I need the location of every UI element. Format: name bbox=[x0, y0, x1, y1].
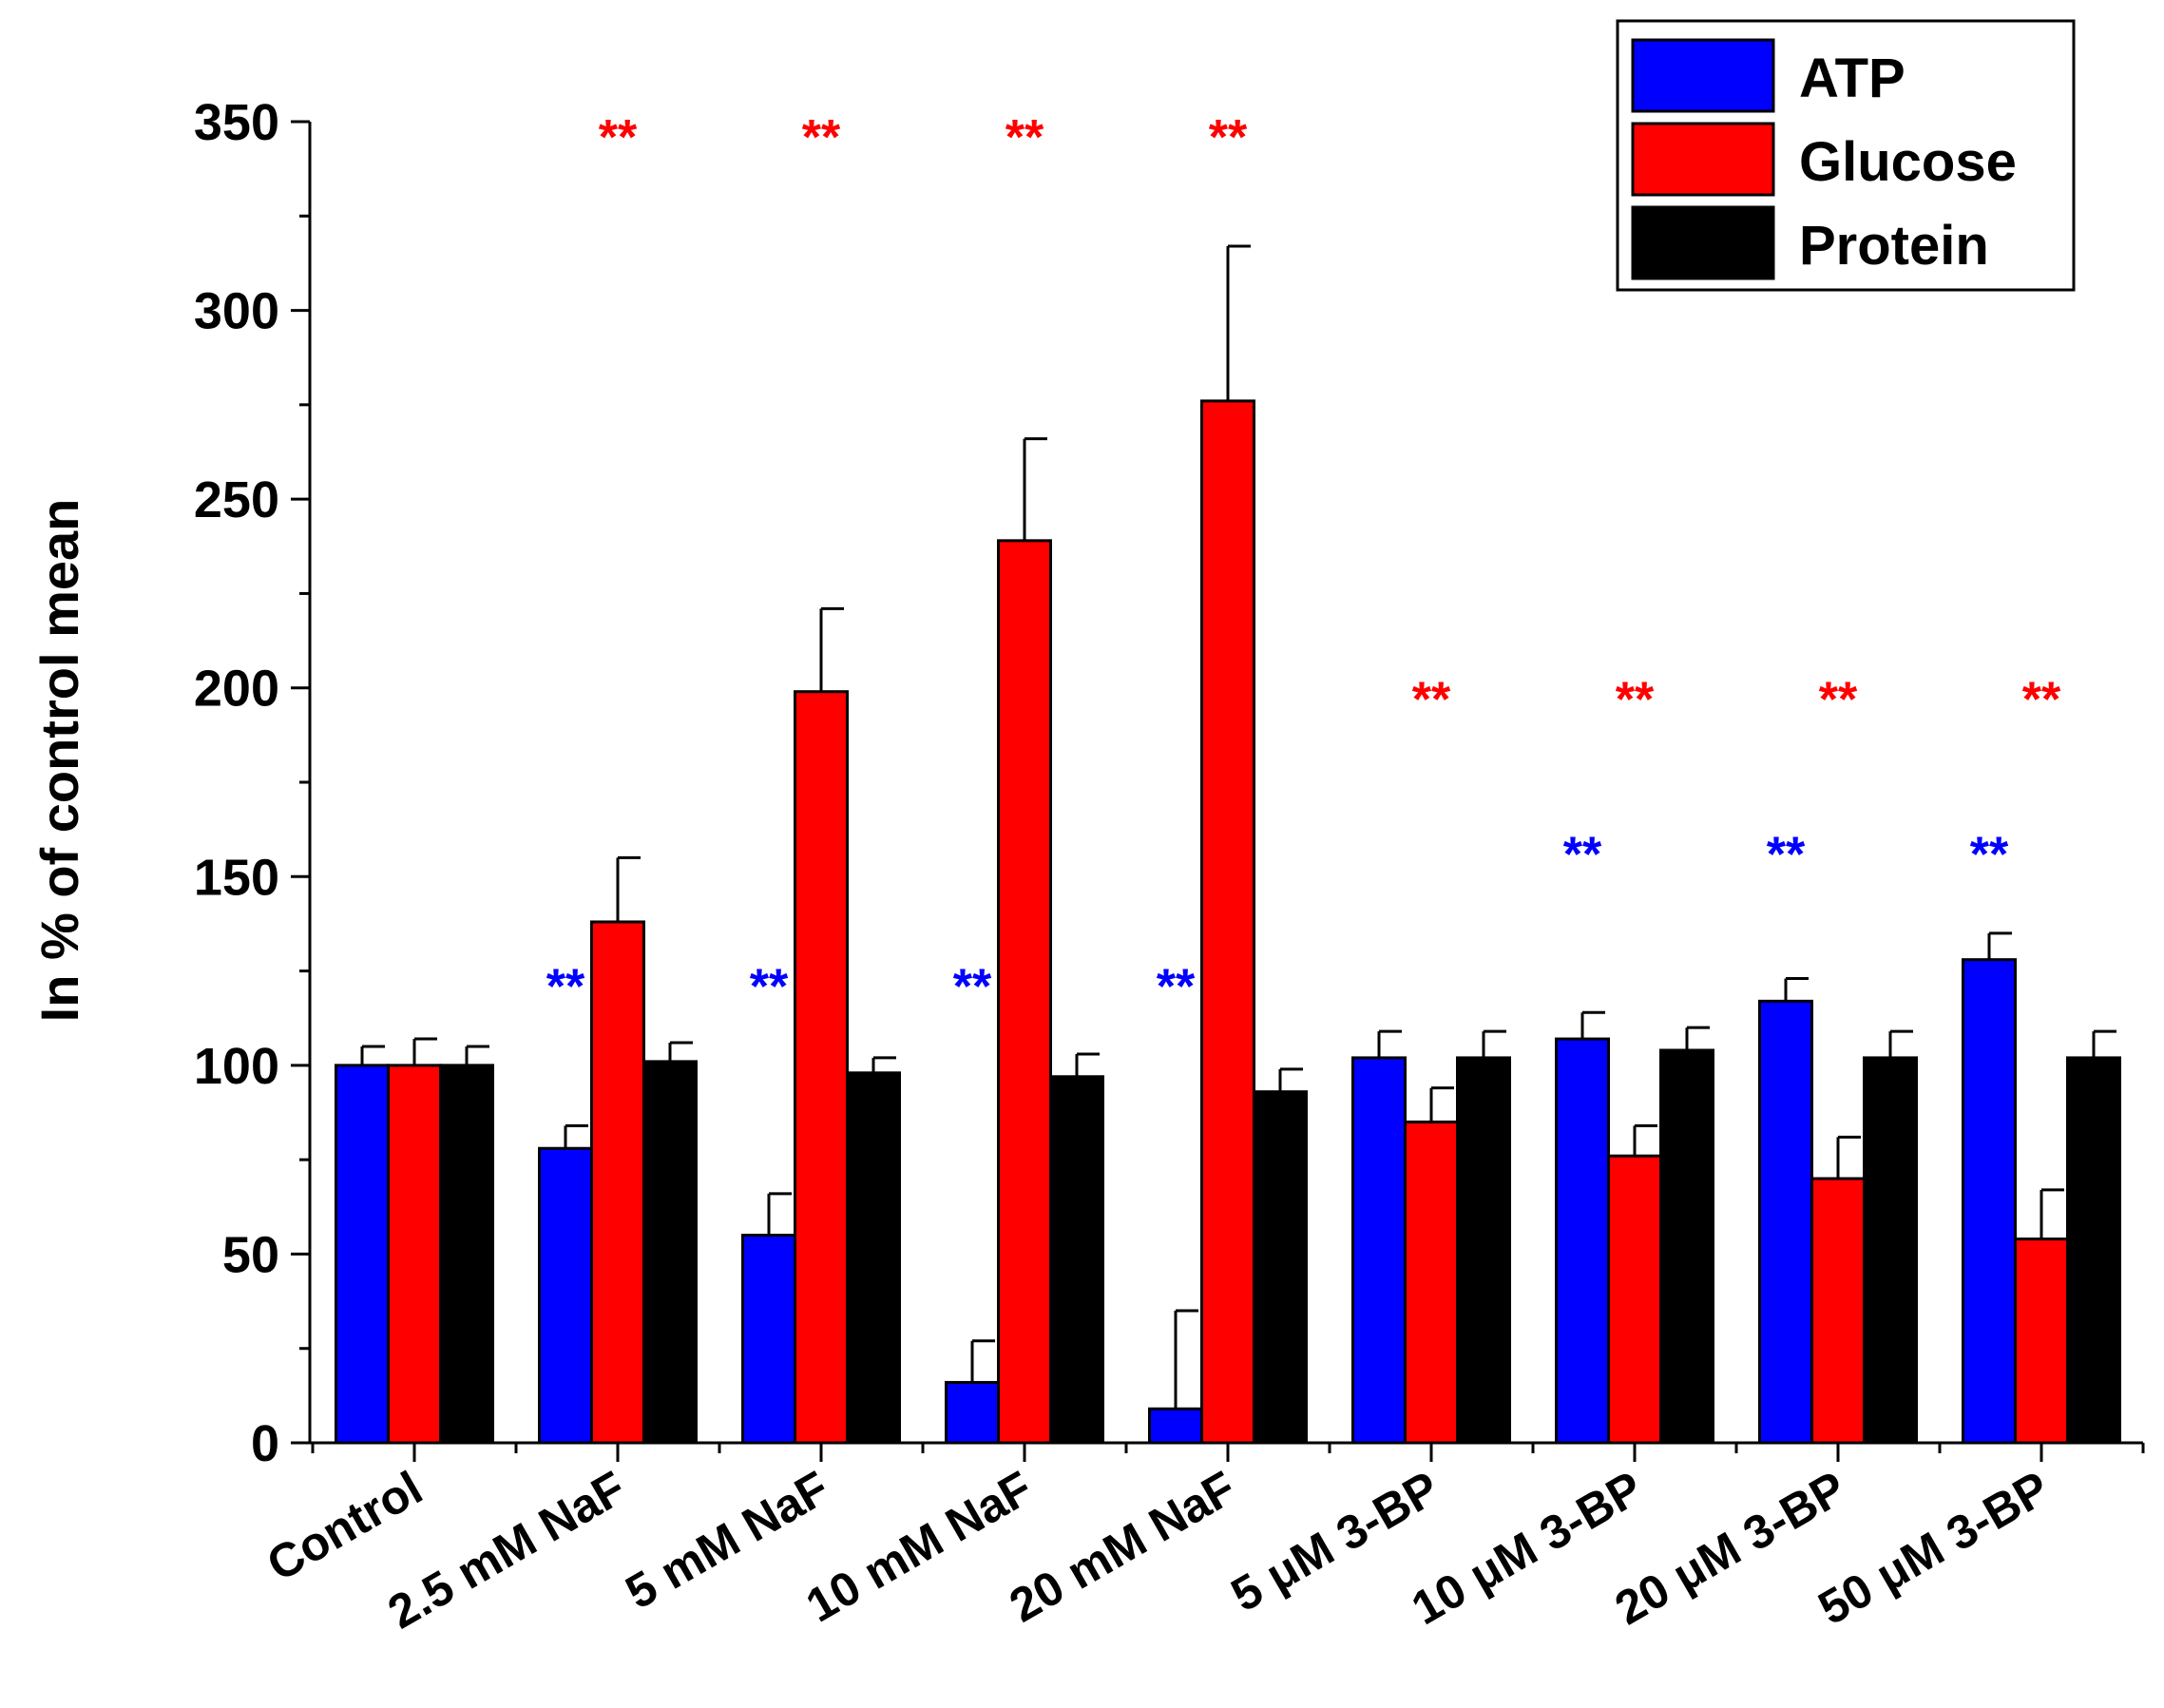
y-tick-label-100: 100 bbox=[194, 1038, 279, 1095]
legend: ATP Glucose Protein bbox=[1616, 19, 2076, 292]
bar-glucose-10-m-3-bp bbox=[1607, 1154, 1662, 1445]
bar-glucose-10-mm-naf bbox=[997, 539, 1052, 1445]
x-tick-label-20-m-3-bp: 20 μM 3-BP bbox=[1606, 1461, 1854, 1635]
significance-markers-layer: ** ** ** ** ** ** ** ** ** ** ** ** ** ** ** bbox=[546, 110, 2061, 1015]
x-tick-label-50-m-3-bp: 50 μM 3-BP bbox=[1810, 1461, 2058, 1635]
significance-glucose-5-mm-naf: ** bbox=[802, 110, 841, 165]
significance-glucose-10-mm-naf: ** bbox=[1005, 110, 1044, 165]
legend-label-protein: Protein bbox=[1799, 215, 1989, 277]
significance-glucose-10-m-3-bp: ** bbox=[1616, 673, 1655, 728]
x-tick-label-10-mm-naf: 10 mM NaF bbox=[797, 1461, 1042, 1632]
significance-atp-2-5-mm-naf: ** bbox=[546, 960, 585, 1015]
bar-atp-10-m-3-bp bbox=[1555, 1037, 1610, 1445]
bar-atp-5-m-3-bp bbox=[1351, 1056, 1407, 1445]
y-tick-label-350: 350 bbox=[194, 94, 279, 151]
bar-atp-control bbox=[335, 1064, 390, 1445]
y-tick-label-150: 150 bbox=[194, 849, 279, 906]
y-tick-label-250: 250 bbox=[194, 471, 279, 528]
bars-layer bbox=[335, 399, 2121, 1445]
bar-glucose-2-5-mm-naf bbox=[590, 920, 645, 1445]
bar-protein-20-m-3-bp bbox=[1863, 1056, 1918, 1445]
legend-swatch-protein bbox=[1631, 205, 1775, 280]
y-axis-title: In % of control mean bbox=[29, 499, 89, 1023]
bar-atp-50-m-3-bp bbox=[1962, 958, 2017, 1445]
bar-protein-5-mm-naf bbox=[846, 1071, 901, 1445]
significance-atp-50-m-3-bp: ** bbox=[1970, 828, 2009, 883]
bar-glucose-5-m-3-bp bbox=[1404, 1120, 1459, 1445]
legend-label-glucose: Glucose bbox=[1799, 131, 2017, 193]
bar-protein-control bbox=[439, 1064, 494, 1445]
bar-glucose-20-mm-naf bbox=[1200, 399, 1255, 1445]
bar-glucose-5-mm-naf bbox=[794, 690, 849, 1445]
bar-glucose-control bbox=[387, 1064, 442, 1445]
bar-protein-20-mm-naf bbox=[1253, 1090, 1308, 1445]
significance-atp-20-m-3-bp: ** bbox=[1767, 828, 1806, 883]
bar-protein-10-m-3-bp bbox=[1659, 1048, 1714, 1445]
bar-protein-10-mm-naf bbox=[1049, 1075, 1104, 1445]
y-tick-label-300: 300 bbox=[194, 283, 279, 340]
x-tick-label-20-mm-naf: 20 mM NaF bbox=[1001, 1461, 1245, 1632]
significance-glucose-2-5-mm-naf: ** bbox=[599, 110, 638, 165]
bar-protein-50-m-3-bp bbox=[2066, 1056, 2121, 1445]
legend-label-atp: ATP bbox=[1799, 48, 1905, 109]
significance-atp-20-mm-naf: ** bbox=[1157, 960, 1196, 1015]
y-tick-label-200: 200 bbox=[194, 661, 279, 718]
significance-atp-10-m-3-bp: ** bbox=[1563, 828, 1602, 883]
error-bars-layer bbox=[360, 244, 2116, 1410]
bar-atp-2-5-mm-naf bbox=[538, 1146, 593, 1445]
bar-protein-2-5-mm-naf bbox=[642, 1060, 698, 1445]
bar-atp-10-mm-naf bbox=[945, 1380, 1000, 1445]
bar-glucose-50-m-3-bp bbox=[2014, 1238, 2069, 1445]
significance-atp-10-mm-naf: ** bbox=[953, 960, 992, 1015]
x-tick-label-10-m-3-bp: 10 μM 3-BP bbox=[1403, 1461, 1651, 1635]
bar-glucose-20-m-3-bp bbox=[1810, 1177, 1866, 1445]
significance-glucose-20-mm-naf: ** bbox=[1209, 110, 1248, 165]
y-tick-label-0: 0 bbox=[251, 1415, 279, 1472]
bar-atp-20-mm-naf bbox=[1148, 1407, 1203, 1445]
bar-atp-20-m-3-bp bbox=[1758, 999, 1813, 1445]
significance-glucose-50-m-3-bp: ** bbox=[2022, 673, 2061, 728]
significance-atp-5-mm-naf: ** bbox=[750, 960, 789, 1015]
y-tick-label-50: 50 bbox=[222, 1226, 279, 1283]
bar-protein-5-m-3-bp bbox=[1456, 1056, 1511, 1445]
bar-atp-5-mm-naf bbox=[741, 1234, 796, 1445]
x-tick-label-control: Control bbox=[259, 1461, 431, 1591]
legend-swatch-atp bbox=[1631, 38, 1775, 113]
significance-glucose-5-m-3-bp: ** bbox=[1412, 673, 1451, 728]
legend-swatch-glucose bbox=[1631, 122, 1775, 197]
significance-glucose-20-m-3-bp: ** bbox=[1819, 673, 1858, 728]
